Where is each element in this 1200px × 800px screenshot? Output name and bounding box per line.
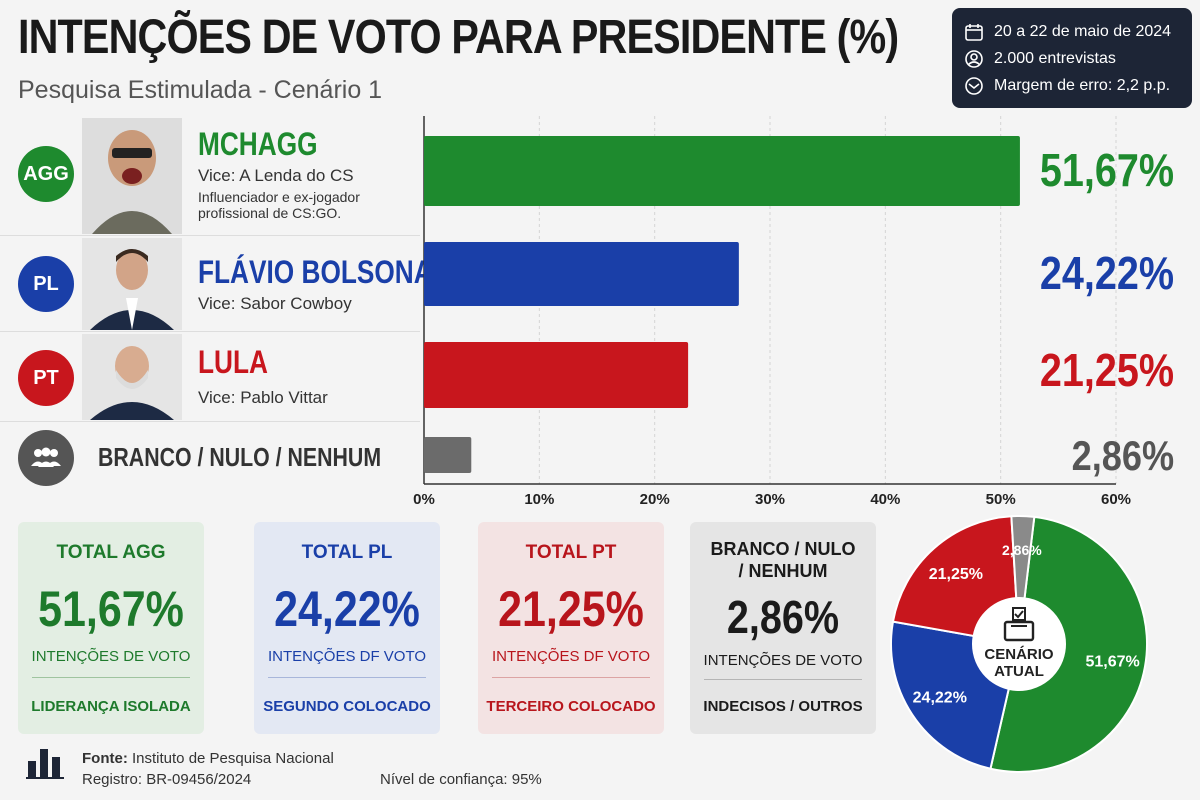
x-tick-label: 60%: [1101, 491, 1131, 508]
summary-card-agg: TOTAL AGG 51,67% INTENÇÕES DE VOTO LIDER…: [18, 522, 204, 734]
candidate-photo-flavio: [82, 238, 182, 330]
card-value: 24,22%: [274, 581, 420, 637]
survey-date: 20 a 22 de maio de 2024: [994, 22, 1172, 40]
person-silhouette-icon: [82, 238, 182, 330]
summary-card-pt: TOTAL PT 21,25% INTENÇÕES DF VOTO TERCEI…: [478, 522, 664, 734]
pie-value-label: 51,67%: [1085, 653, 1139, 670]
x-tick-label: 50%: [986, 491, 1016, 508]
x-tick-label: 0%: [413, 491, 435, 508]
survey-margin: Margem de erro: 2,2 p.p.: [994, 76, 1171, 94]
card-divider: [492, 677, 650, 678]
pct-label: 24,22%: [1039, 247, 1174, 299]
group-badge: [18, 430, 74, 486]
gauge-icon: [965, 76, 983, 95]
bar: [424, 437, 472, 473]
footer-source-label: Fonte:: [82, 750, 128, 767]
bar: [424, 136, 1020, 206]
candidate-description: Influenciador e ex-jogador profissional …: [198, 189, 360, 221]
candidate-photo-mchagg: [82, 118, 182, 234]
pie-value-label: 2,86%: [1002, 542, 1042, 558]
card-title: TOTAL AGG: [56, 542, 166, 563]
x-tick-label: 20%: [640, 491, 670, 508]
card-divider: [704, 679, 862, 680]
x-tick-label: 40%: [870, 491, 900, 508]
card-title: BRANCO / NULO / NENHUM: [710, 539, 856, 581]
candidate-name: BRANCO / NULO / NENHUM: [98, 442, 382, 472]
candidate-row-branco: BRANCO / NULO / NENHUM: [0, 422, 420, 494]
card-subtitle: INTENÇÕES DF VOTO: [491, 648, 651, 665]
candidate-row-agg: AGG MCHAGG Vice: A Lenda do CS Influenci…: [0, 116, 420, 236]
candidate-row-pt: PT LULA Vice: Pablo Vittar: [0, 332, 420, 422]
calendar-icon: [965, 23, 983, 41]
party-badge-agg: AGG: [18, 146, 74, 202]
survey-interviews-row: 2.000 entrevistas: [964, 45, 1180, 72]
card-footer: INDECISOS / OUTROS: [703, 698, 863, 715]
page-title: INTENÇÕES DE VOTO PARA PRESIDENTE (%): [18, 11, 899, 64]
party-badge-pl: PL: [18, 256, 74, 312]
person-silhouette-icon: [82, 334, 182, 420]
footer-confidence: Nível de confiança: 95%: [380, 771, 542, 788]
x-tick-label: 10%: [524, 491, 554, 508]
pct-label: 21,25%: [1039, 344, 1174, 396]
card-subtitle: INTENÇÕES DF VOTO: [267, 648, 427, 665]
card-footer: SEGUNDO COLOCADO: [263, 698, 431, 715]
bar: [424, 242, 739, 306]
candidate-name: LULA: [198, 344, 268, 380]
page-subtitle: Pesquisa Estimulada - Cenário 1: [18, 76, 383, 104]
people-group-icon: [31, 447, 61, 467]
survey-margin-row: Margem de erro: 2,2 p.p.: [964, 72, 1180, 99]
card-title: TOTAL PT: [525, 542, 617, 563]
candidate-photo-lula: [82, 334, 182, 420]
card-value: 51,67%: [38, 581, 184, 637]
survey-info-box: 20 a 22 de maio de 2024 2.000 entrevista…: [952, 8, 1192, 108]
card-divider: [32, 677, 190, 678]
footer-source-value: Instituto de Pesquisa Nacional: [132, 750, 334, 767]
bar-chart-icon: [26, 749, 64, 779]
person-icon: [965, 49, 983, 68]
candidate-vice: Vice: A Lenda do CS: [198, 166, 354, 185]
summary-card-pl: TOTAL PL 24,22% INTENÇÕES DF VOTO SEGUND…: [254, 522, 440, 734]
bar: [424, 342, 689, 408]
person-silhouette-icon: [82, 118, 182, 234]
donut-center-label: CENÁRIO ATUAL: [984, 646, 1054, 680]
footer-source: Fonte: Instituto de Pesquisa Nacional: [82, 750, 334, 767]
card-subtitle: INTENÇÕES DE VOTO: [703, 652, 863, 669]
card-footer: LIDERANÇA ISOLADA: [31, 698, 191, 715]
card-divider: [268, 677, 426, 678]
pct-label: 51,67%: [1039, 144, 1174, 196]
survey-interviews: 2.000 entrevistas: [994, 49, 1116, 67]
card-subtitle: INTENÇÕES DE VOTO: [31, 648, 191, 665]
party-badge-pt: PT: [18, 350, 74, 406]
donut-center: CENÁRIO ATUAL: [973, 598, 1065, 690]
candidate-vice: Vice: Sabor Cowboy: [198, 294, 352, 313]
footer-registry: Registro: BR-09456/2024: [82, 771, 252, 788]
ballot-box-icon: [1003, 607, 1035, 642]
card-value: 2,86%: [726, 591, 840, 643]
card-title: TOTAL PL: [301, 542, 393, 563]
card-footer: TERCEIRO COLOCADO: [486, 698, 656, 715]
pct-label: 2,86%: [1071, 432, 1174, 479]
candidate-vice: Vice: Pablo Vittar: [198, 388, 328, 407]
pie-value-label: 24,22%: [913, 689, 967, 706]
x-tick-label: 30%: [755, 491, 785, 508]
pie-value-label: 21,25%: [929, 566, 983, 583]
card-value: 21,25%: [498, 581, 644, 637]
survey-date-row: 20 a 22 de maio de 2024: [964, 18, 1180, 45]
candidate-name: MCHAGG: [198, 126, 318, 162]
summary-card-branco: BRANCO / NULO / NENHUM 2,86% INTENÇÕES D…: [690, 522, 876, 734]
